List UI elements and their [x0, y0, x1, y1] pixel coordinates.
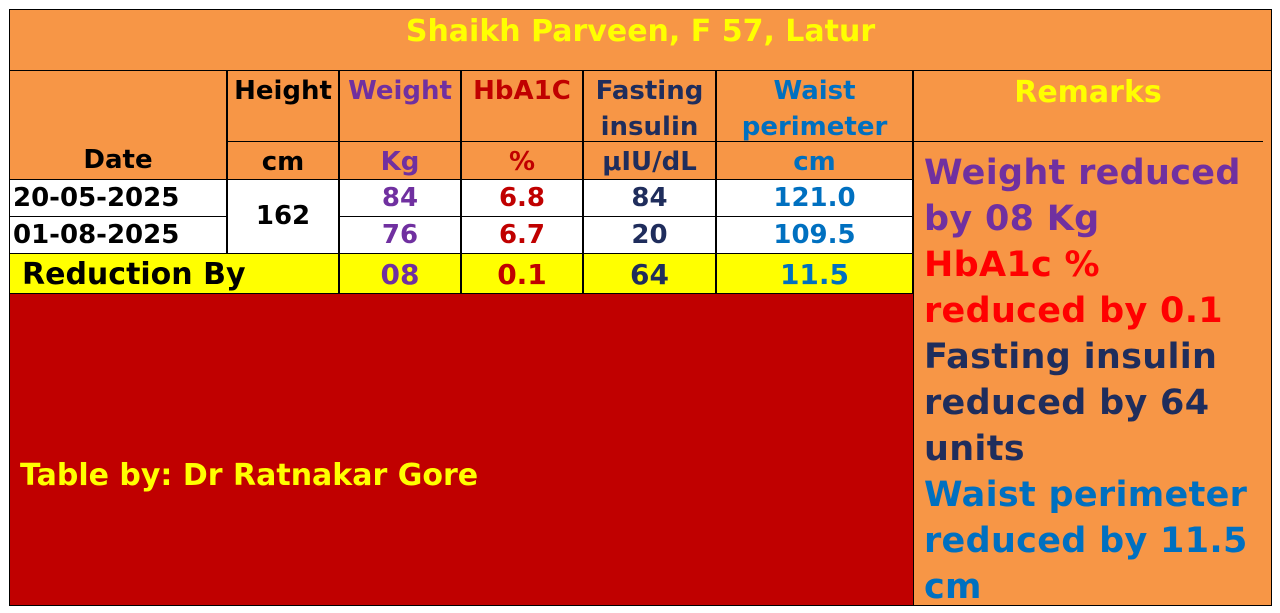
reduction-value: 64	[583, 253, 716, 294]
value-cell: 84	[583, 179, 716, 217]
value-cell: 121.0	[716, 179, 913, 217]
unit-cell: %	[461, 141, 583, 180]
unit-cell: Kg	[339, 141, 461, 180]
title: Shaikh Parveen, F 57, Latur	[9, 9, 1272, 71]
header-cell: Waist perimeter	[716, 70, 913, 142]
remark: HbA1c % reduced by 0.1	[924, 245, 1223, 331]
value-cell: 84	[339, 179, 461, 217]
header-cell: Fasting insulin	[583, 70, 716, 142]
date-cell: 01-08-2025	[9, 216, 227, 254]
value-cell: 109.5	[716, 216, 913, 254]
remark: Waist perimeter reduced by 11.5 cm	[924, 475, 1248, 607]
value-cell: 76	[339, 216, 461, 254]
value-cell: 6.7	[461, 216, 583, 254]
reduction-value: 0.1	[461, 253, 583, 294]
remarks-panel	[913, 70, 1272, 606]
height-cell: 162	[227, 179, 339, 254]
date-cell: 20-05-2025	[9, 179, 227, 217]
reduction-value: 08	[339, 253, 461, 294]
remarks-title: Remarks	[913, 70, 1263, 142]
header-cell: Date	[9, 70, 227, 180]
footer: Table by: Dr Ratnakar Gore	[9, 293, 914, 606]
unit-cell: μIU/dL	[583, 141, 716, 180]
header-cell: Height	[227, 70, 339, 142]
header-cell: HbA1C	[461, 70, 583, 142]
value-cell: 6.8	[461, 179, 583, 217]
header-cell: Weight	[339, 70, 461, 142]
unit-cell: cm	[716, 141, 913, 180]
reduction-value: 11.5	[716, 253, 913, 294]
value-cell: 20	[583, 216, 716, 254]
remark: Fasting insulin reduced by 64 units	[924, 337, 1218, 469]
reduction-label: Reduction By	[9, 253, 339, 294]
unit-cell: cm	[227, 141, 339, 180]
remark: Weight reduced by 08 Kg	[924, 153, 1241, 239]
